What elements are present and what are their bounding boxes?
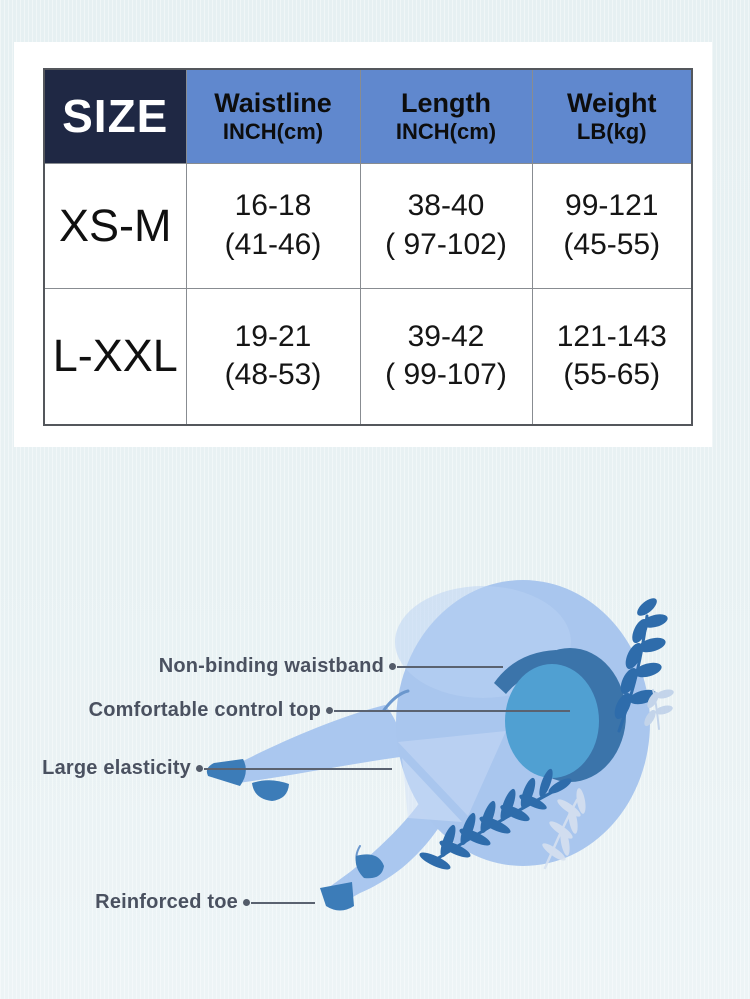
callout-dot <box>243 899 250 906</box>
value-inch: 39-42 <box>407 319 485 353</box>
callout-toe: Reinforced toe <box>95 891 315 914</box>
control-top-shape <box>505 664 599 778</box>
row-size-label: L-XXL <box>43 287 187 426</box>
value-cm: (41-46) <box>224 227 322 261</box>
column-unit: INCH(cm) <box>222 119 324 145</box>
value-lb: 121-143 <box>556 319 667 353</box>
leg-front-shape <box>229 705 402 783</box>
leaf-sprig-top <box>614 598 668 733</box>
cell-weight: 121-143 (55-65) <box>531 287 693 426</box>
value-cm: ( 97-102) <box>385 227 507 261</box>
value-kg: (55-65) <box>563 358 661 392</box>
callout-dot <box>389 663 396 670</box>
toe-cap-shape <box>320 882 354 911</box>
value-inch: 19-21 <box>234 319 312 353</box>
value-kg: (45-55) <box>563 227 661 261</box>
cell-length: 38-40 ( 97-102) <box>359 162 533 289</box>
cell-length: 39-42 ( 99-107) <box>359 287 533 426</box>
size-chart-card: SIZE Waistline INCH(cm) Length INCH(cm) … <box>14 42 712 447</box>
value-lb: 99-121 <box>565 189 659 223</box>
callout-label: Non-binding waistband <box>158 655 384 677</box>
callout-waistband: Non-binding waistband <box>159 655 503 678</box>
value-inch: 38-40 <box>407 189 485 223</box>
fern-dark <box>419 768 572 870</box>
callout-dot <box>196 765 203 772</box>
callout-line <box>204 767 392 770</box>
cell-waistline: 16-18 (41-46) <box>185 162 361 289</box>
size-chart-table: SIZE Waistline INCH(cm) Length INCH(cm) … <box>43 68 693 426</box>
header-cell-waistline: Waistline INCH(cm) <box>185 68 361 164</box>
heel-shape <box>355 854 384 879</box>
callout-label: Large elasticity <box>42 757 191 779</box>
fabric-fold-highlight <box>402 758 462 822</box>
callout-line <box>251 901 315 904</box>
toe-cap-shape <box>206 759 246 786</box>
fern-light <box>542 788 586 870</box>
callout-line <box>397 665 503 668</box>
crease-line <box>382 689 410 712</box>
callout-elasticity: Large elasticity <box>42 757 392 780</box>
callout-line <box>334 709 570 712</box>
fabric-fold-highlight <box>398 731 506 816</box>
cell-waistline: 19-21 (48-53) <box>185 287 361 426</box>
column-unit: INCH(cm) <box>395 119 497 145</box>
value-inch: 16-18 <box>234 189 312 223</box>
callout-label: Comfortable control top <box>88 699 321 721</box>
callout-dot <box>326 707 333 714</box>
column-unit: LB(kg) <box>576 119 647 145</box>
header-cell-size: SIZE <box>43 68 187 164</box>
row-size-label: XS-M <box>43 162 187 289</box>
callout-label: Reinforced toe <box>95 891 238 913</box>
column-title: Length <box>401 88 491 119</box>
table-row: L-XXL 19-21 (48-53) 39-42 ( 99-107) 121-… <box>43 287 693 426</box>
leaf-sprig-light <box>644 689 674 730</box>
header-cell-weight: Weight LB(kg) <box>531 68 693 164</box>
callout-control-top: Comfortable control top <box>89 699 570 722</box>
column-title: Weight <box>567 88 657 119</box>
column-title: Waistline <box>214 88 332 119</box>
header-cell-length: Length INCH(cm) <box>359 68 533 164</box>
value-cm: (48-53) <box>224 358 322 392</box>
value-cm: ( 99-107) <box>385 358 507 392</box>
heel-shape <box>252 780 289 801</box>
